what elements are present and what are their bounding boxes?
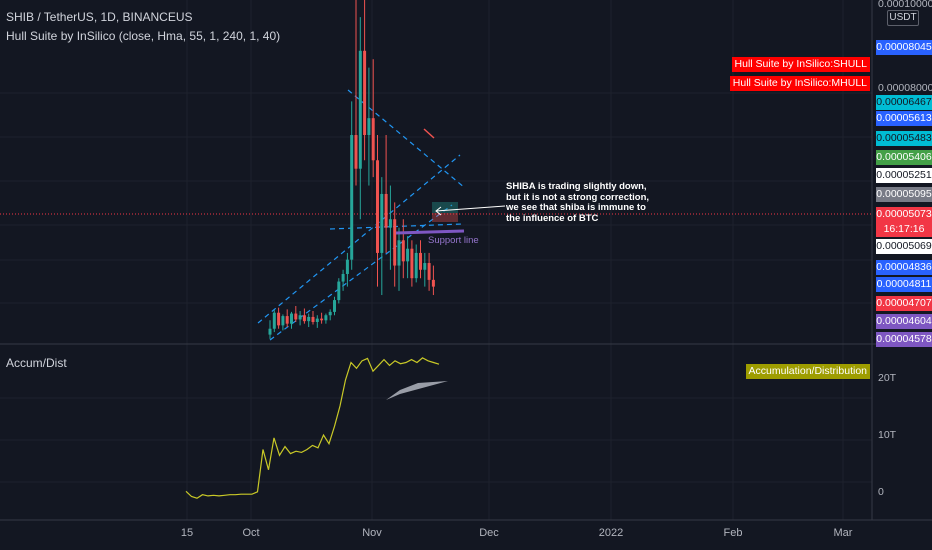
price-axis-mid-label: 0.00008000 (878, 82, 932, 94)
x-tick-oct: Oct (242, 527, 260, 539)
candle-body (406, 248, 410, 262)
candle-body (302, 315, 306, 322)
candle-body (423, 263, 427, 270)
candle-body (354, 135, 358, 169)
price-tag: 0.00004707 (876, 296, 932, 311)
candle-body (401, 240, 405, 262)
price-tag: 0.00006467 (876, 95, 932, 110)
candle-body (272, 312, 276, 329)
support-line-label[interactable]: Support line (428, 235, 479, 246)
symbol-title: SHIB / TetherUS, 1D, BINANCEUS (6, 10, 193, 24)
ad-tick-20t: 20T (878, 372, 897, 384)
x-tick-dec: Dec (479, 527, 499, 539)
candle-body (281, 316, 285, 326)
note-line-1: SHIBA is trading slightly down, (506, 181, 647, 192)
candle-body (393, 219, 397, 266)
price-tag: 0.00005073 (876, 207, 932, 222)
ad-series-line (185, 357, 440, 499)
x-tick-15: 15 (180, 527, 194, 539)
candle-body (307, 316, 311, 322)
candle-body (311, 316, 315, 322)
candle-body (414, 252, 418, 279)
note-line-4: the influence of BTC (506, 212, 599, 224)
note-line-3: we see that shiba is immune to (506, 202, 646, 213)
note-line-2: but it is not a strong correction, (506, 191, 650, 203)
x-tick-2022: 2022 (598, 527, 624, 539)
note-arrowhead (435, 206, 442, 216)
price-tag: 0.00005483 (876, 131, 932, 146)
x-tick-nov: Nov (362, 527, 382, 539)
ad-tick-0: 0 (878, 486, 884, 498)
candle-body (333, 300, 336, 312)
currency-badge[interactable]: USDT (887, 10, 919, 26)
candle-body (277, 312, 281, 326)
ad-tick-10t: 10T (878, 429, 897, 441)
candle-body (367, 118, 371, 136)
candle-body (324, 315, 328, 321)
price-tag: 0.00004836 (876, 260, 932, 275)
candle-body (397, 240, 401, 266)
price-axis-top-label: 0.00010000 (878, 0, 932, 10)
candle-body (384, 193, 388, 228)
price-tag: 0.00004604 (876, 314, 932, 329)
candle-body (358, 50, 362, 169)
candle-body (268, 328, 272, 335)
legend-mhull[interactable]: Hull Suite by InSilico:MHULL (729, 76, 870, 91)
candle-body (363, 50, 367, 136)
candle-body (294, 313, 298, 320)
x-tick-mar: Mar (833, 527, 853, 539)
indicator-title[interactable]: Hull Suite by InSilico (close, Hma, 55, … (6, 29, 281, 43)
candle-body (431, 279, 435, 287)
price-tag: 16:17:16 (876, 222, 932, 237)
x-tick-feb: Feb (723, 527, 743, 539)
note-arrow (435, 205, 506, 212)
price-tag: 0.00005406 (876, 150, 932, 165)
lower-pane-title[interactable]: Accum/Dist (6, 356, 67, 370)
candle-body (315, 318, 319, 322)
candle-body (328, 311, 332, 316)
candle-body (376, 160, 379, 253)
hull-line (423, 128, 435, 139)
price-tag: 0.00005069 (876, 239, 932, 254)
candle-body (337, 281, 341, 301)
target-zone (432, 202, 458, 213)
price-tag: 0.00005095 (876, 187, 932, 202)
legend-accum-dist[interactable]: Accumulation/Distribution (745, 364, 870, 379)
candle-body (320, 318, 324, 321)
price-tag: 0.00004811 (876, 277, 932, 292)
candle-body (298, 315, 302, 320)
candle-body (388, 219, 392, 228)
candle-body (410, 248, 414, 279)
candle-body (380, 193, 384, 253)
candle-body (290, 313, 293, 324)
support-line (395, 229, 465, 235)
candle-body (427, 263, 431, 280)
candle-body (285, 316, 289, 324)
candle-body (350, 135, 354, 260)
legend-shull[interactable]: Hull Suite by InSilico:SHULL (731, 57, 870, 72)
price-tag: 0.00004578 (876, 332, 932, 347)
channel-upper-rising (257, 154, 461, 324)
candle-body (345, 259, 349, 274)
candle-body (419, 252, 422, 270)
channel-upper-falling (347, 89, 466, 189)
price-tag: 0.00005613 (876, 111, 932, 126)
ad-wedge (386, 381, 448, 400)
price-tag: 0.00008045 (876, 40, 932, 55)
price-tag: 0.00005251 (876, 168, 932, 183)
analysis-note[interactable]: SHIBA is trading slightly down, but it i… (506, 181, 650, 224)
candle-body (371, 118, 375, 161)
candle-body (341, 273, 345, 282)
stop-zone (432, 213, 458, 222)
